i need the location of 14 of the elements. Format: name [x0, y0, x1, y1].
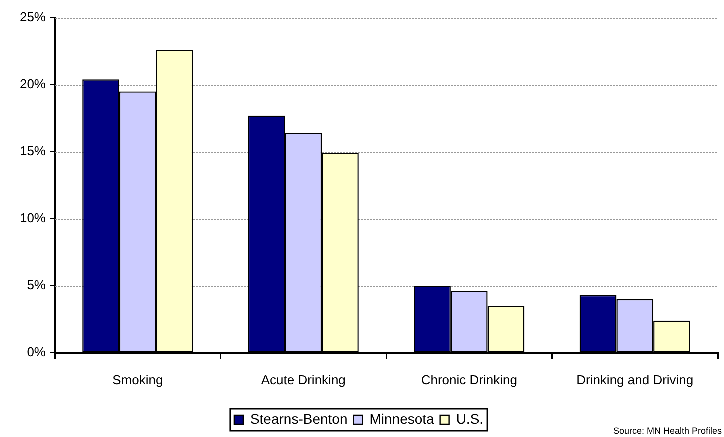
x-tick-label: Smoking [112, 372, 164, 388]
y-tick-label: 20% [20, 76, 46, 92]
y-tick-label: 10% [20, 210, 46, 226]
x-tick-label: Chronic Drinking [421, 372, 518, 388]
legend-label: Minnesota [370, 410, 435, 427]
y-tick-label: 15% [20, 144, 46, 159]
y-tick-label: 25% [20, 10, 46, 25]
source-note: Source: MN Health Profiles [613, 426, 722, 436]
x-tick-label: Acute Drinking [261, 372, 346, 388]
y-tick-label: 5% [27, 278, 46, 293]
x-tick-label: Drinking and Driving [576, 372, 694, 388]
legend-label: U.S. [456, 410, 484, 427]
y-tick-label: 0% [27, 344, 46, 360]
legend-label: Stearns-Benton [250, 410, 348, 427]
